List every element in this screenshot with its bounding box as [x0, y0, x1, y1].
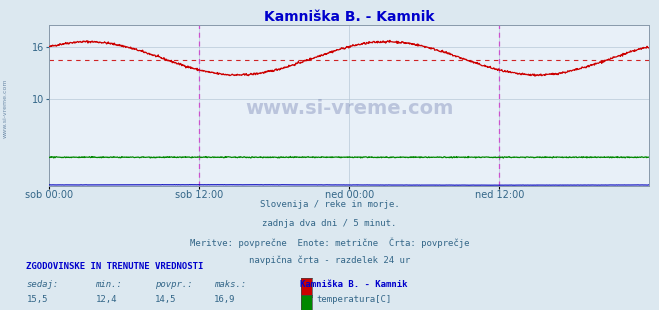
Text: Kamniška B. - Kamnik: Kamniška B. - Kamnik: [300, 280, 407, 289]
Title: Kamniška B. - Kamnik: Kamniška B. - Kamnik: [264, 10, 434, 24]
Text: 12,4: 12,4: [96, 295, 117, 304]
Text: navpična črta - razdelek 24 ur: navpična črta - razdelek 24 ur: [249, 256, 410, 265]
Text: ZGODOVINSKE IN TRENUTNE VREDNOSTI: ZGODOVINSKE IN TRENUTNE VREDNOSTI: [26, 262, 204, 271]
Text: www.si-vreme.com: www.si-vreme.com: [245, 99, 453, 118]
Text: 16,9: 16,9: [214, 295, 236, 304]
Text: povpr.:: povpr.:: [155, 280, 192, 289]
Text: temperatura[C]: temperatura[C]: [316, 295, 391, 304]
Text: sedaj:: sedaj:: [26, 280, 59, 289]
Text: www.si-vreme.com: www.si-vreme.com: [3, 79, 8, 138]
Text: maks.:: maks.:: [214, 280, 246, 289]
Text: 14,5: 14,5: [155, 295, 177, 304]
Text: zadnja dva dni / 5 minut.: zadnja dva dni / 5 minut.: [262, 219, 397, 228]
Text: min.:: min.:: [96, 280, 123, 289]
Text: 15,5: 15,5: [26, 295, 48, 304]
Text: Slovenija / reke in morje.: Slovenija / reke in morje.: [260, 200, 399, 209]
Text: Meritve: povprečne  Enote: metrične  Črta: povprečje: Meritve: povprečne Enote: metrične Črta:…: [190, 237, 469, 248]
